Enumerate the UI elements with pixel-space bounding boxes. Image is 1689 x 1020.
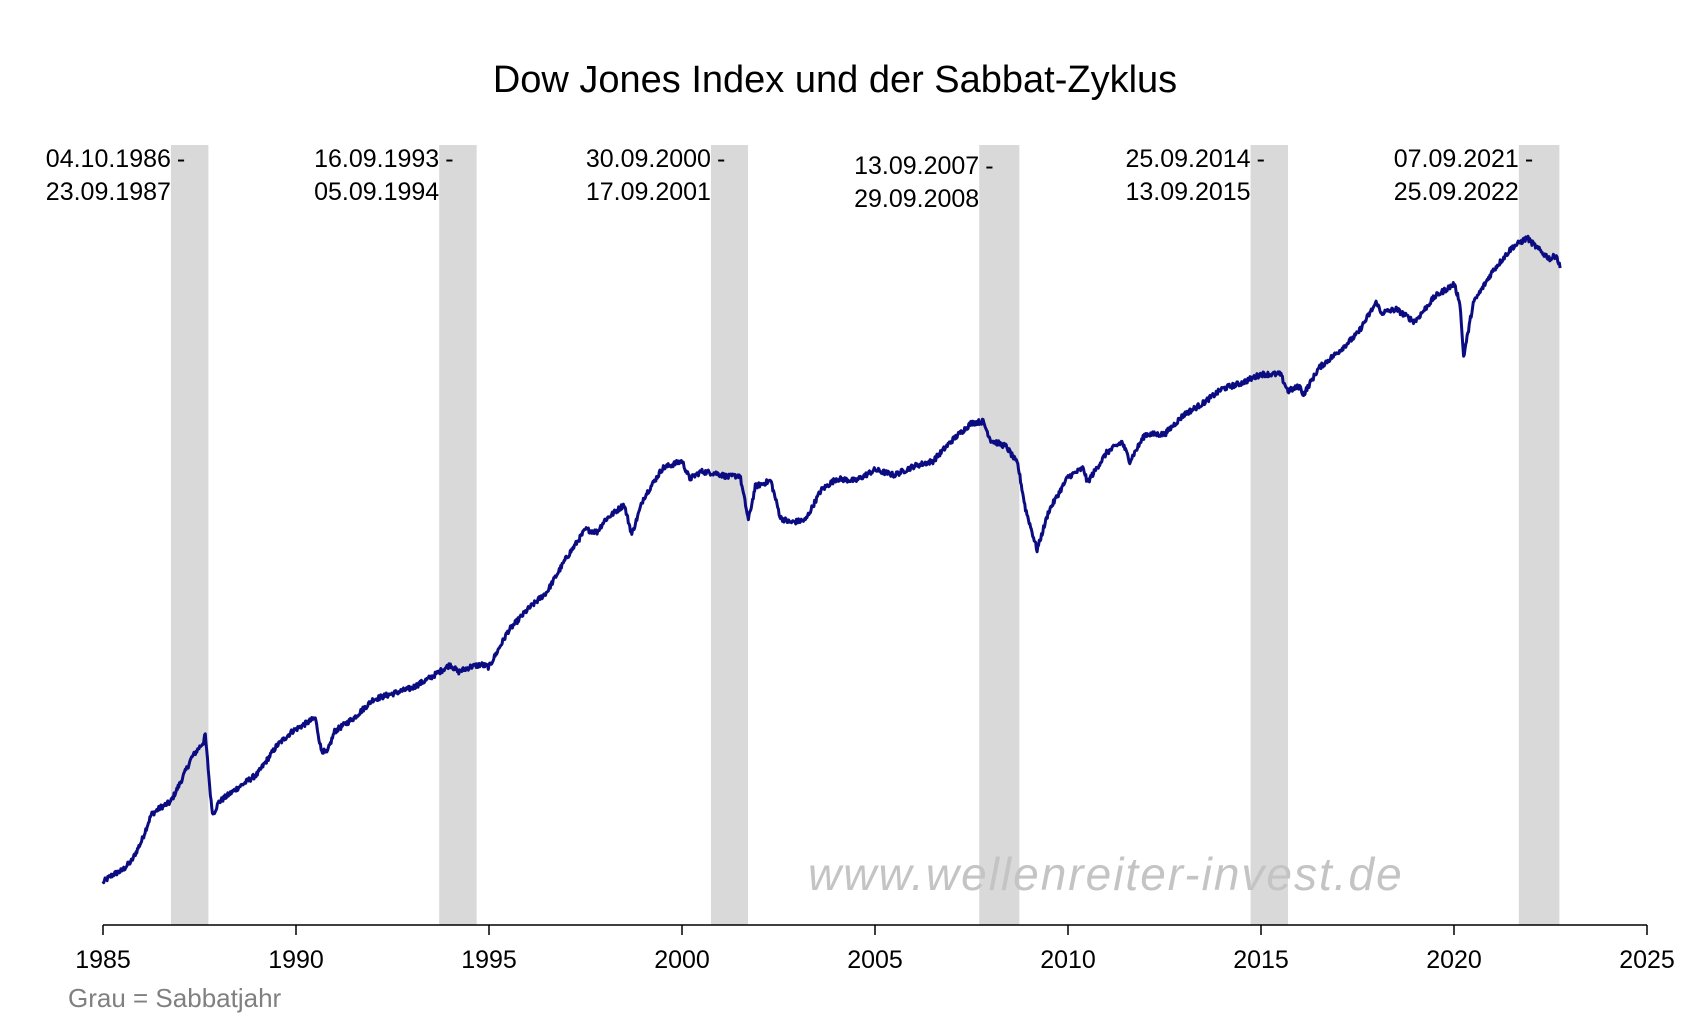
x-axis-ticks: 1985 1990 1995 2000 2005 2010 2015 2020 2025 [75,925,1675,974]
legend-note: Grau = Sabbatjahr [68,983,282,1013]
dow-jones-series [101,234,1562,885]
x-tick-label-2015: 2015 [1233,946,1289,974]
band-2-start-label: 16.09.1993 [314,145,439,173]
band-2-separator: - [445,145,453,173]
dow-jones-line [101,234,1562,885]
band-6-separator: - [1525,145,1533,173]
band-4-end-label: 29.09.2008 [854,185,979,213]
x-tick-label-2020: 2020 [1426,946,1482,974]
x-tick-label-2000: 2000 [654,946,710,974]
sabbath-band-2 [439,145,477,925]
band-6-end-label: 25.09.2022 [1394,178,1519,206]
band-1-separator: - [177,145,185,173]
band-3-start-label: 30.09.2000 [586,145,711,173]
band-5-separator: - [1257,145,1265,173]
band-6-start-label: 07.09.2021 [1394,145,1519,173]
band-5-end-label: 13.09.2015 [1125,178,1250,206]
band-1-start-label: 04.10.1986 [46,145,171,173]
x-tick-label-2025: 2025 [1619,946,1675,974]
sabbath-band-6 [1518,145,1560,925]
band-5-start-label: 25.09.2014 [1125,145,1250,173]
band-3-separator: - [717,145,725,173]
chart-title: Dow Jones Index und der Sabbat-Zyklus [493,59,1177,101]
watermark: www.wellenreiter-invest.de [808,848,1404,900]
sabbath-band-5 [1250,145,1289,925]
band-1-end-label: 23.09.1987 [46,178,171,206]
band-4-start-label: 13.09.2007 [854,152,979,180]
sabbath-band-4 [979,145,1020,925]
sabbath-band-3 [710,145,749,925]
x-tick-label-1990: 1990 [268,946,324,974]
sabbath-year-bands [170,145,1560,925]
band-3-end-label: 17.09.2001 [586,178,711,206]
x-tick-label-1995: 1995 [461,946,517,974]
sabbath-band-1 [170,145,209,925]
x-tick-label-2005: 2005 [847,946,903,974]
x-tick-label-2010: 2010 [1040,946,1096,974]
x-tick-label-1985: 1985 [75,946,131,974]
band-4-separator: - [985,152,993,180]
band-2-end-label: 05.09.1994 [314,178,439,206]
